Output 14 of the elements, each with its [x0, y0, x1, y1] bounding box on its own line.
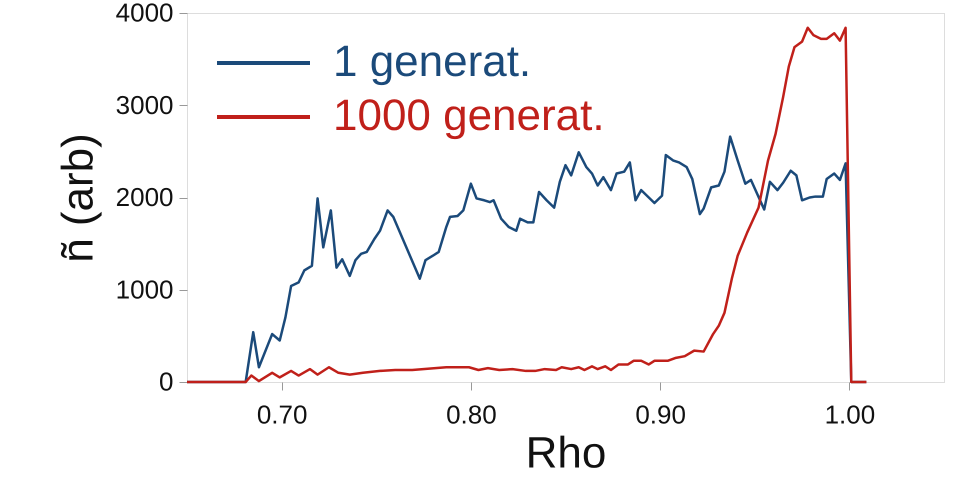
x-tick-label: 0.80 — [446, 400, 497, 430]
y-tick-label: 1000 — [116, 274, 174, 304]
x-axis-title: Rho — [526, 428, 606, 478]
y-tick-label: 2000 — [116, 182, 174, 212]
y-tick-label: 0 — [159, 366, 174, 396]
line-series — [186, 26, 868, 384]
x-tick-label: 0.70 — [256, 400, 308, 430]
legend-label: 1000 generat. — [333, 91, 605, 140]
y-tick-label: 3000 — [116, 90, 174, 120]
y-tick-label: 4000 — [116, 0, 174, 28]
y-axis-title: ñ (arb) — [54, 133, 103, 263]
x-tick-label: 1.00 — [824, 400, 876, 430]
x-tick-label: 0.90 — [635, 400, 686, 430]
legend-label: 1 generat. — [333, 37, 532, 86]
